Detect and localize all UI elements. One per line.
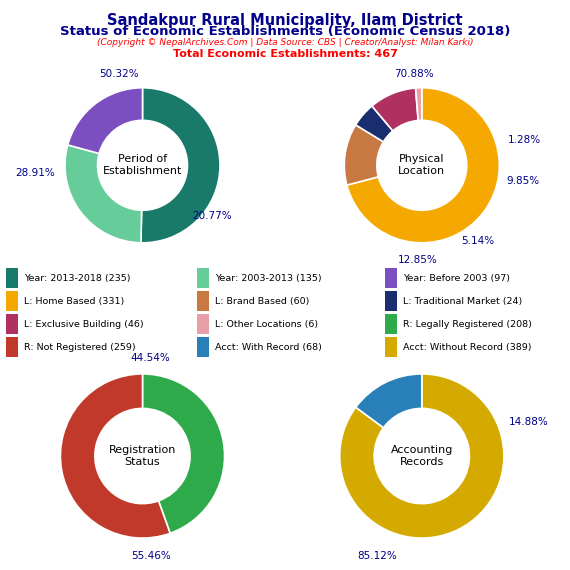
Text: 85.12%: 85.12%	[357, 551, 397, 561]
Text: (Copyright © NepalArchives.Com | Data Source: CBS | Creator/Analyst: Milan Karki: (Copyright © NepalArchives.Com | Data So…	[97, 38, 473, 47]
FancyBboxPatch shape	[385, 268, 397, 288]
FancyBboxPatch shape	[197, 337, 209, 357]
FancyBboxPatch shape	[385, 291, 397, 311]
FancyBboxPatch shape	[197, 291, 209, 311]
Text: L: Other Locations (6): L: Other Locations (6)	[215, 320, 318, 328]
Text: 50.32%: 50.32%	[99, 69, 139, 79]
Text: Physical
Location: Physical Location	[398, 154, 445, 176]
Text: 20.77%: 20.77%	[193, 211, 232, 221]
Text: R: Not Registered (259): R: Not Registered (259)	[24, 343, 136, 352]
Text: Year: Before 2003 (97): Year: Before 2003 (97)	[403, 274, 510, 283]
Text: L: Home Based (331): L: Home Based (331)	[24, 296, 124, 306]
Wedge shape	[68, 88, 142, 153]
Text: L: Traditional Market (24): L: Traditional Market (24)	[403, 296, 522, 306]
FancyBboxPatch shape	[6, 314, 18, 334]
Text: 5.14%: 5.14%	[461, 237, 494, 246]
Text: Registration
Status: Registration Status	[109, 445, 176, 467]
Text: 9.85%: 9.85%	[506, 176, 539, 186]
Text: R: Legally Registered (208): R: Legally Registered (208)	[403, 320, 532, 328]
Text: 44.54%: 44.54%	[131, 352, 170, 363]
FancyBboxPatch shape	[6, 337, 18, 357]
Wedge shape	[142, 374, 225, 534]
Text: 14.88%: 14.88%	[508, 417, 548, 426]
FancyBboxPatch shape	[385, 337, 397, 357]
Wedge shape	[356, 106, 393, 142]
Text: 70.88%: 70.88%	[394, 69, 434, 79]
FancyBboxPatch shape	[6, 268, 18, 288]
FancyBboxPatch shape	[197, 268, 209, 288]
Text: 55.46%: 55.46%	[131, 551, 170, 561]
Text: 28.91%: 28.91%	[15, 168, 55, 178]
Wedge shape	[356, 374, 422, 428]
Text: 1.28%: 1.28%	[507, 136, 541, 145]
Text: L: Exclusive Building (46): L: Exclusive Building (46)	[24, 320, 144, 328]
Text: Accounting
Records: Accounting Records	[390, 445, 453, 467]
Text: Acct: Without Record (389): Acct: Without Record (389)	[403, 343, 531, 352]
Text: Year: 2003-2013 (135): Year: 2003-2013 (135)	[215, 274, 321, 283]
Wedge shape	[347, 88, 499, 243]
Text: L: Brand Based (60): L: Brand Based (60)	[215, 296, 310, 306]
Wedge shape	[344, 125, 384, 185]
Text: 12.85%: 12.85%	[398, 255, 438, 265]
Text: Period of
Establishment: Period of Establishment	[103, 154, 182, 176]
Text: Total Economic Establishments: 467: Total Economic Establishments: 467	[173, 49, 397, 59]
Wedge shape	[60, 374, 170, 538]
Wedge shape	[416, 88, 422, 120]
Wedge shape	[141, 88, 220, 243]
FancyBboxPatch shape	[385, 314, 397, 334]
FancyBboxPatch shape	[197, 314, 209, 334]
Text: Status of Economic Establishments (Economic Census 2018): Status of Economic Establishments (Econo…	[60, 25, 510, 38]
Text: Sandakpur Rural Municipality, Ilam District: Sandakpur Rural Municipality, Ilam Distr…	[107, 13, 463, 27]
Wedge shape	[65, 145, 141, 243]
FancyBboxPatch shape	[6, 291, 18, 311]
Wedge shape	[372, 88, 418, 131]
Text: Year: 2013-2018 (235): Year: 2013-2018 (235)	[24, 274, 131, 283]
Text: Acct: With Record (68): Acct: With Record (68)	[215, 343, 321, 352]
Wedge shape	[340, 374, 504, 538]
